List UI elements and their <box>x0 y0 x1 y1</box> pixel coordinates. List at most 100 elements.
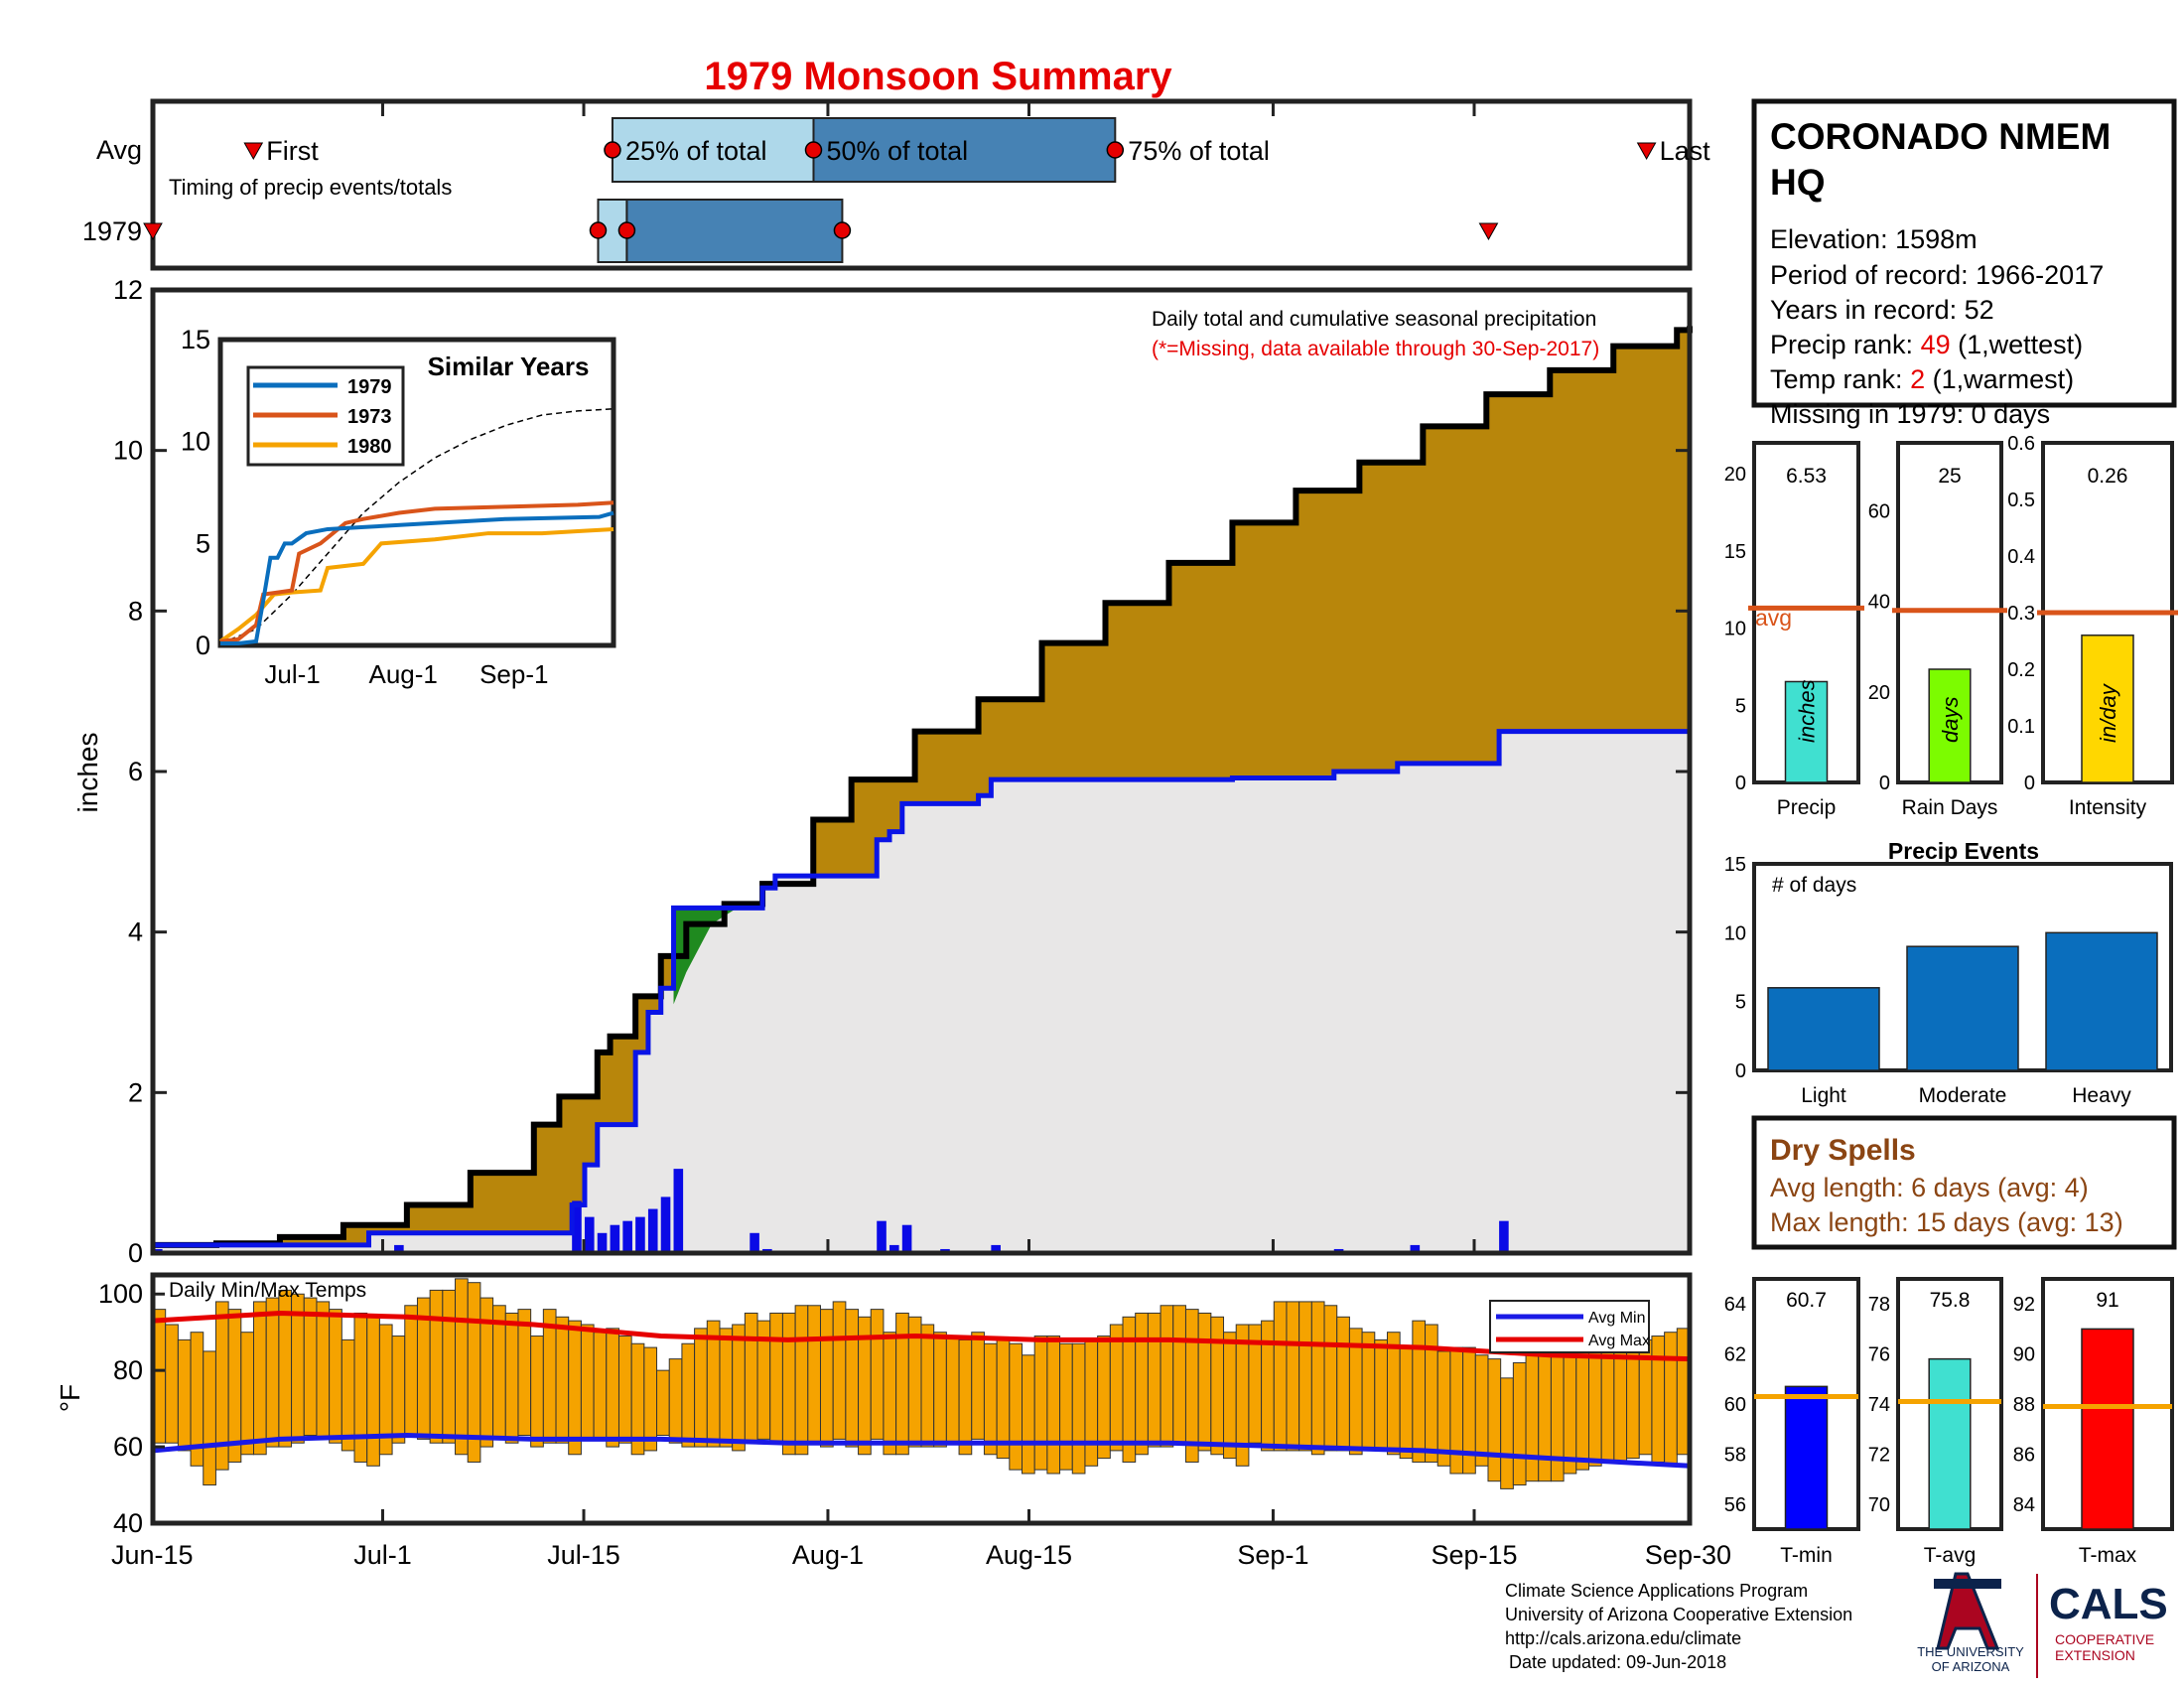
daily-temp-bar <box>1022 1354 1035 1475</box>
inset-y-tick-label: 0 <box>196 631 210 660</box>
event-bar-label: Light <box>1801 1084 1846 1107</box>
daily-temp-bar <box>1336 1316 1350 1452</box>
daily-temp-bar <box>1323 1305 1338 1452</box>
daily-temp-bar <box>580 1324 595 1440</box>
daily-temp-bar <box>945 1336 960 1444</box>
daily-temp-bar <box>819 1309 834 1448</box>
daily-temp-bar <box>958 1338 973 1456</box>
daily-temp-bar <box>404 1305 418 1437</box>
temp-panel-y-tick-tavg: 78 <box>1868 1294 1890 1316</box>
precip-y-tick-label: 6 <box>128 757 143 786</box>
event-bar-moderate <box>1906 945 2019 1071</box>
avg-max-line <box>152 1310 1691 1362</box>
daily-temp-bar <box>732 1324 746 1452</box>
timing-avg-last-marker <box>1636 142 1657 161</box>
temp-panel-y-tick-tmin: 60 <box>1724 1394 1746 1416</box>
daily-temp-bar <box>240 1332 255 1456</box>
temp-value-tavg: 75.8 <box>1930 1289 1971 1312</box>
date-x-tick-label: Jul-1 <box>353 1540 412 1570</box>
stat-label-intensity: Intensity <box>2069 796 2147 819</box>
date-x-tick-label: Sep-15 <box>1431 1540 1517 1570</box>
stat-unit-intensity: in/day <box>2096 682 2120 743</box>
daily-temp-bar <box>455 1278 469 1456</box>
timing-50pct-label: 50% of total <box>826 136 968 166</box>
event-bar-label: Moderate <box>1919 1084 2007 1107</box>
stat-value-precip: 6.53 <box>1786 465 1827 488</box>
temp-panel-y-tick-tmax: 86 <box>2013 1444 2035 1466</box>
daily-temp-bar <box>1399 1346 1414 1460</box>
legend-label-1973: 1973 <box>347 406 392 428</box>
stat-bar-rain_days <box>1928 668 1972 783</box>
stat-bar-precip <box>1784 680 1829 783</box>
precip-events-panel: Precip Events # of days Light Moderate Hea… <box>1724 838 2173 1107</box>
cals-coop-line1: COOPERATIVE <box>2055 1631 2154 1647</box>
daily-temp-bar <box>1109 1324 1124 1452</box>
daily-temp-bar <box>1059 1342 1073 1471</box>
daily-temp-bar <box>492 1305 506 1440</box>
daily-temp-bar <box>781 1312 796 1456</box>
temp-legend <box>1489 1300 1650 1353</box>
stat-y-tick-intensity: 0.5 <box>2007 490 2035 511</box>
dry-spells-panel: Dry Spells Avg length: 6 days (avg: 4) M… <box>1751 1115 2177 1250</box>
dry-spells-max: Max length: 15 days (avg: 13) <box>1770 1207 2123 1237</box>
daily-temp-bar <box>555 1316 570 1444</box>
daily-precip-bar <box>610 1224 620 1253</box>
precip-y-tick-label: 0 <box>128 1238 143 1268</box>
daily-precip-bar <box>1410 1244 1421 1253</box>
daily-temp-bar <box>1160 1305 1174 1448</box>
daily-temp-bar <box>227 1309 242 1463</box>
stat-bar-intensity <box>2081 634 2134 783</box>
timing-year-25pct-marker-a <box>589 221 608 239</box>
daily-temp-bar <box>1223 1332 1237 1460</box>
daily-precip-bars <box>153 1169 1509 1253</box>
daily-temp-bar <box>291 1293 305 1444</box>
precip-missing-note: (*=Missing, data available through 30-Se… <box>1152 338 1599 360</box>
daily-temp-bar <box>606 1328 619 1448</box>
date-x-tick-label: Jun-15 <box>111 1540 194 1570</box>
timing-last-label: Last <box>1660 136 1711 166</box>
daily-temp-bar <box>517 1309 532 1437</box>
daily-temp-bar <box>1487 1358 1502 1482</box>
daily-precip-bar <box>660 1196 671 1253</box>
date-x-tick-label: Sep-1 <box>1237 1540 1308 1570</box>
precip-note: Daily total and cumulative seasonal prec… <box>1152 308 1596 331</box>
precip-plot: 0 2 4 6 8 10 12 inches Daily total and cumulat… <box>72 275 1693 1268</box>
timing-first-label: First <box>266 136 319 166</box>
daily-temp-bar <box>1046 1336 1061 1475</box>
daily-temp-bar <box>933 1332 947 1448</box>
daily-precip-bar <box>597 1232 608 1253</box>
daily-temp-bar <box>353 1312 368 1463</box>
inset-y-tick-label: 5 <box>196 528 210 558</box>
station-name-line1: CORONADO NMEM <box>1770 116 2111 157</box>
temp-panel-y-tick-tavg: 70 <box>1868 1494 1890 1516</box>
daily-precip-bar <box>877 1220 887 1253</box>
daily-temp-bar <box>883 1332 897 1456</box>
station-temp-rank: Temp rank: 2 (1,warmest) <box>1770 364 2074 394</box>
daily-temp-bar <box>1626 1342 1640 1460</box>
daily-temp-bar <box>1172 1305 1186 1444</box>
timing-panel: Avg 1979 Timing of precip events/totals … <box>82 98 1711 271</box>
timing-row-year: 1979 <box>82 216 142 246</box>
stat-value-intensity: 0.26 <box>2088 465 2128 488</box>
daily-temp-bar <box>983 1342 998 1456</box>
temp-panel-y-tick-tavg: 74 <box>1868 1394 1890 1416</box>
daily-temp-bar <box>1184 1309 1199 1463</box>
inset-x-tick-label: Aug-1 <box>369 659 438 689</box>
timing-markers <box>143 141 1657 241</box>
stat-value-rain_days: 25 <box>1938 465 1961 488</box>
temp-panel-y-tick-tmax: 90 <box>2013 1344 2035 1366</box>
inset-x-tick-label: Jul-1 <box>264 659 320 689</box>
daily-temp-bar <box>794 1305 809 1456</box>
daily-temp-bar <box>1084 1338 1099 1467</box>
timing-75pct-label: 75% of total <box>1128 136 1270 166</box>
temp-panel-y-tick-tmin: 64 <box>1724 1294 1746 1316</box>
daily-temp-bar <box>668 1358 683 1444</box>
stat-y-tick-precip: 0 <box>1735 773 1746 794</box>
daily-temp-bar <box>1310 1301 1325 1456</box>
temp-panel-y-tick-tavg: 72 <box>1868 1444 1890 1466</box>
daily-temp-bar <box>253 1301 267 1456</box>
daily-temp-bar <box>329 1309 342 1444</box>
daily-temp-bar <box>1009 1342 1024 1471</box>
dry-spells-avg: Avg length: 6 days (avg: 4) <box>1770 1173 2089 1202</box>
daily-temp-bar <box>845 1309 860 1448</box>
